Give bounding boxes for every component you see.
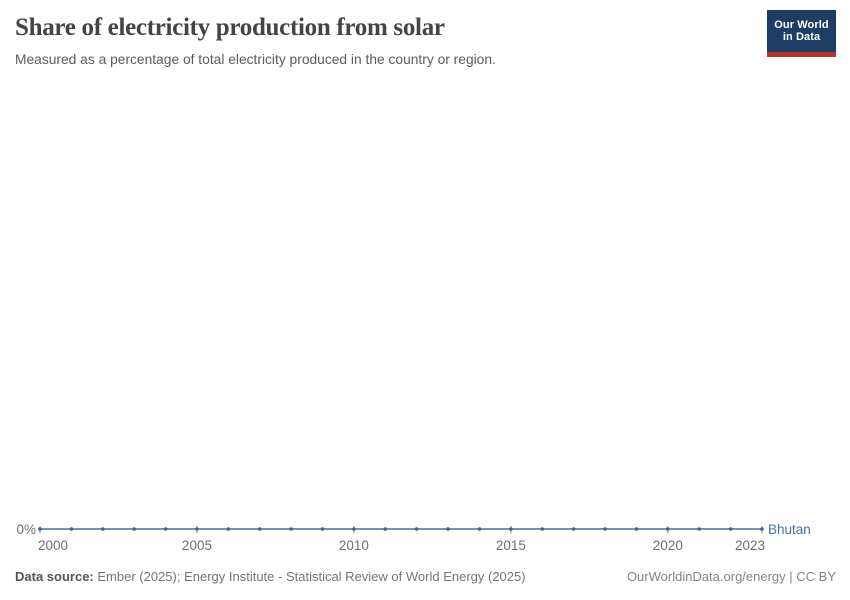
data-point-marker[interactable] — [38, 527, 42, 531]
entity-label: Bhutan — [768, 522, 811, 537]
data-point-marker[interactable] — [132, 527, 136, 531]
data-point-marker[interactable] — [634, 527, 639, 531]
data-point-marker[interactable] — [509, 527, 513, 531]
y-axis-tick-label: 0% — [16, 522, 36, 537]
data-point-marker[interactable] — [100, 527, 105, 531]
owid-logo-line2: in Data — [782, 31, 821, 43]
data-source-text: Ember (2025); Energy Institute - Statist… — [93, 569, 526, 584]
data-point-marker[interactable] — [728, 527, 733, 531]
owid-logo[interactable]: Our World in Data — [767, 10, 836, 57]
data-source-label: Data source: — [15, 569, 94, 584]
x-tick-label: 2023 — [734, 538, 766, 553]
data-point-marker[interactable] — [603, 527, 607, 531]
license-link[interactable]: OurWorldinData.org/energy | CC BY — [626, 569, 836, 584]
data-point-marker[interactable] — [383, 527, 388, 531]
data-point-marker[interactable] — [697, 527, 702, 531]
data-point-marker[interactable] — [226, 527, 231, 531]
data-point-marker[interactable] — [477, 527, 482, 531]
data-point-marker[interactable] — [289, 527, 293, 531]
chart-subtitle: Measured as a percentage of total electr… — [15, 52, 496, 67]
data-point-marker[interactable] — [320, 527, 325, 531]
data-point-marker[interactable] — [540, 527, 545, 531]
x-tick-label: 2005 — [181, 538, 212, 553]
data-point-marker[interactable] — [760, 527, 764, 531]
data-point-marker[interactable] — [69, 527, 74, 531]
data-point-marker[interactable] — [257, 527, 262, 531]
data-point-marker[interactable] — [571, 527, 576, 531]
data-point-marker[interactable] — [163, 527, 168, 531]
data-point-marker[interactable] — [666, 527, 670, 531]
data-point-marker[interactable] — [352, 527, 356, 531]
chart-title: Share of electricity production from sol… — [15, 14, 445, 41]
x-tick-label: 2010 — [338, 538, 369, 553]
data-point-marker[interactable] — [195, 527, 199, 531]
x-tick-label: 2000 — [38, 538, 69, 553]
data-point-marker[interactable] — [414, 527, 419, 531]
data-point-marker[interactable] — [446, 527, 450, 531]
x-tick-label: 2015 — [495, 538, 526, 553]
owid-logo-line1: Our World — [774, 18, 829, 31]
data-source-note: Data source: Ember (2025); Energy Instit… — [15, 569, 526, 584]
x-tick-label: 2020 — [652, 538, 683, 553]
